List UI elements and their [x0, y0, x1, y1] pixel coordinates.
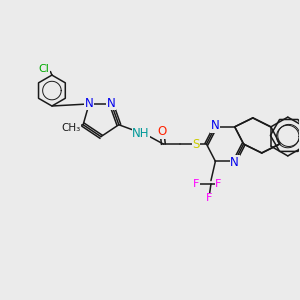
Text: N: N	[107, 97, 116, 110]
Text: F: F	[193, 179, 199, 189]
Text: Cl: Cl	[38, 64, 49, 74]
Text: N: N	[230, 156, 239, 169]
Text: CH₃: CH₃	[61, 123, 80, 133]
Text: S: S	[192, 138, 200, 151]
Text: N: N	[211, 119, 220, 132]
Text: F: F	[215, 179, 221, 189]
Text: F: F	[206, 193, 213, 203]
Text: O: O	[157, 125, 167, 138]
Text: NH: NH	[132, 127, 150, 140]
Text: N: N	[85, 97, 93, 110]
